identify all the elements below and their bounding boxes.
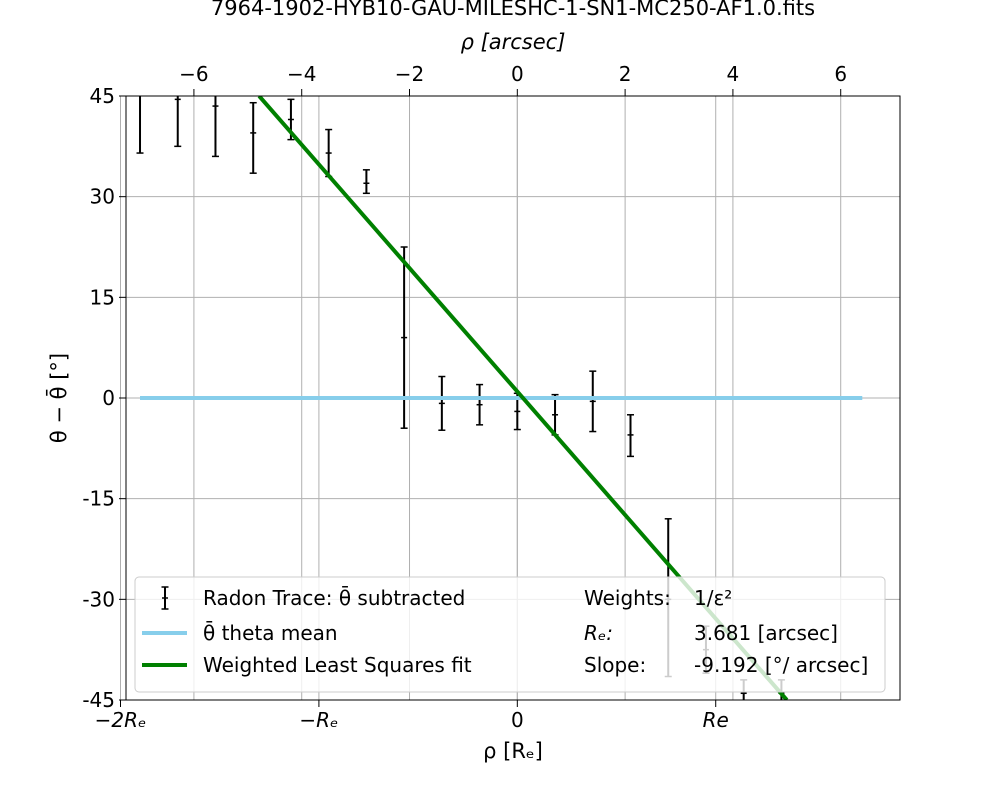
top-x-axis-label: ρ [arcsec]	[461, 30, 566, 54]
top-x-tick-label: 6	[834, 62, 847, 86]
y-tick-label: 15	[90, 285, 115, 309]
bottom-x-tick-label: 0	[511, 708, 524, 732]
x-axis-label: ρ [Rₑ]	[483, 739, 543, 763]
y-tick-label: -30	[82, 587, 115, 611]
legend-entry-label: θ̄ theta mean	[203, 620, 338, 645]
top-x-tick-label: 4	[727, 62, 740, 86]
legend-info-key: Weights:	[584, 586, 671, 610]
legend-entry-label: Radon Trace: θ̄ subtracted	[203, 585, 465, 610]
legend-box	[134, 576, 886, 693]
bottom-x-tick-label: Re	[703, 708, 729, 732]
legend-info-value: 1/ε²	[694, 586, 732, 610]
y-tick-label: 45	[90, 84, 115, 108]
y-tick-label: -15	[82, 487, 115, 511]
legend: Radon Trace: θ̄ subtracted θ̄ theta mean W…	[134, 576, 886, 693]
bottom-x-tick-label: −Rₑ	[299, 708, 338, 732]
top-x-tick-label: −2	[395, 62, 424, 86]
top-x-tick-label: −4	[287, 62, 316, 86]
top-x-tick-label: 2	[619, 62, 632, 86]
legend-info-key: Slope:	[584, 653, 646, 677]
bottom-x-tick-label: −2Rₑ	[95, 708, 147, 732]
y-axis-label: θ − θ̄ [°]	[46, 353, 71, 443]
y-tick-label: 30	[90, 185, 115, 209]
axis-ticks: 45 30 15 0 -15 -30 -45 −6 −4 −2 0 2 4 6 −2Rₑ −Rₑ 0 Re	[82, 62, 847, 732]
chart-title: 7964-1902-HYB10-GAU-MILESHC-1-SN1-MC250-…	[211, 0, 815, 20]
legend-info-key: Rₑ:	[584, 621, 613, 645]
top-x-tick-label: 0	[511, 62, 524, 86]
y-tick-label: 0	[102, 386, 115, 410]
legend-entry-label: Weighted Least Squares fit	[203, 653, 472, 677]
y-tick-label: -45	[82, 688, 115, 712]
legend-info-value: -9.192 [°/ arcsec]	[694, 653, 868, 677]
top-x-tick-label: −6	[179, 62, 208, 86]
legend-info-value: 3.681 [arcsec]	[694, 621, 838, 645]
